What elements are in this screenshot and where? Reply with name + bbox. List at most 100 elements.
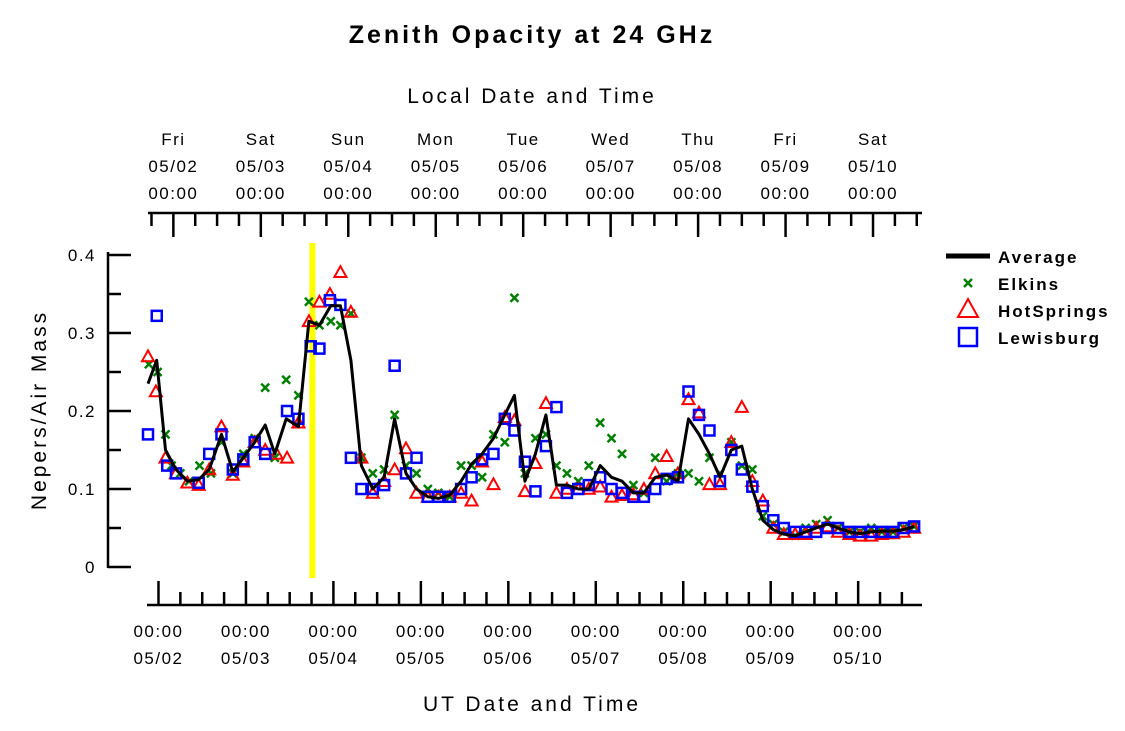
elkins-point	[595, 417, 606, 428]
hotsprings-point	[213, 418, 230, 433]
lewisburg-point	[258, 447, 272, 461]
bottom-tick-date: 05/09	[746, 649, 796, 668]
y-tick-label: 0.3	[68, 324, 96, 343]
top-tick-date: 05/09	[761, 157, 811, 176]
elkins-point	[583, 460, 594, 471]
hotsprings-point	[311, 293, 328, 308]
y-tick-label: 0.2	[68, 402, 96, 421]
bottom-tick-date: 05/07	[571, 649, 621, 668]
hotsprings-point	[680, 391, 697, 406]
hotsprings-point	[279, 449, 295, 464]
top-tick-time: 00:00	[236, 184, 286, 203]
lewisburg-point	[226, 463, 240, 476]
chart-title: Zenith Opacity at 24 GHz	[349, 21, 716, 49]
elkins-point	[628, 480, 639, 490]
lewisburg-point	[280, 404, 294, 418]
lewisburg-point	[344, 451, 358, 465]
hotsprings-point	[592, 478, 608, 493]
top-tick-time: 00:00	[673, 184, 723, 203]
y-tick-label: 0.4	[68, 246, 96, 265]
elkins-point	[367, 468, 378, 479]
lewisburg-point	[767, 513, 780, 527]
bottom-tick-date: 05/05	[396, 649, 446, 668]
hotsprings-point	[497, 409, 513, 424]
bottom-tick-time: 00:00	[483, 622, 533, 641]
top-tick-time: 00:00	[323, 184, 373, 203]
top-axis-title: Local Date and Time	[407, 85, 657, 108]
elkins-point	[456, 460, 466, 471]
elkins-point	[389, 410, 400, 420]
hotsprings-point	[691, 404, 707, 419]
top-tick-date: 05/06	[498, 157, 548, 176]
y-axis-title: Nepers/Air Mass	[28, 310, 51, 510]
top-tick-date: 05/02	[148, 157, 198, 176]
lewisburg-point	[150, 309, 163, 323]
elkins-point	[650, 452, 661, 463]
bottom-tick-time: 00:00	[658, 622, 708, 641]
lewisburg-point	[410, 451, 423, 465]
hotsprings-point	[723, 434, 740, 448]
lewisburg-point	[529, 485, 542, 498]
hotsprings-point	[386, 461, 403, 476]
average-line	[146, 304, 915, 538]
lewisburg-point	[377, 478, 391, 492]
top-tick-weekday: Fri	[161, 130, 185, 149]
bottom-tick-time: 00:00	[571, 622, 621, 641]
top-tick-time: 00:00	[498, 184, 548, 203]
elkins-point	[477, 472, 487, 483]
hotsprings-point	[548, 484, 565, 499]
lewisburg-point	[388, 359, 401, 373]
hotsprings-point	[474, 453, 490, 468]
elkins-point	[617, 449, 627, 459]
hotsprings-point	[734, 399, 750, 413]
lewisburg-point	[248, 435, 261, 449]
bottom-tick-time: 00:00	[133, 622, 183, 641]
legend-label: HotSprings	[998, 302, 1110, 321]
top-tick-weekday: Wed	[591, 130, 630, 149]
top-tick-weekday: Thu	[681, 130, 715, 149]
hotsprings-point	[332, 264, 349, 278]
elkins-point	[606, 433, 617, 444]
lewisburg-point	[615, 486, 629, 500]
legend-swatch-lewisburg	[957, 326, 979, 348]
lewisburg-point	[649, 482, 662, 496]
x-axis-title: UT Date and Time	[423, 693, 641, 716]
hotsprings-point	[343, 303, 359, 318]
lewisburg-point	[703, 424, 716, 437]
lewisburg-point	[313, 342, 326, 355]
lewisburg-point	[831, 521, 845, 535]
hotsprings-point	[614, 487, 630, 502]
bottom-tick-date: 05/03	[221, 649, 271, 668]
hotsprings-point	[852, 527, 868, 542]
bottom-tick-date: 05/04	[308, 649, 358, 668]
elkins-point	[411, 468, 422, 479]
top-tick-date: 05/08	[673, 157, 723, 176]
top-tick-weekday: Sun	[331, 130, 366, 149]
top-tick-time: 00:00	[411, 184, 461, 203]
top-tick-weekday: Tue	[507, 130, 540, 149]
top-tick-weekday: Sat	[858, 130, 888, 149]
lewisburg-point	[487, 447, 500, 461]
lewisburg-point	[366, 482, 380, 496]
lewisburg-point	[465, 471, 478, 484]
series-average	[146, 304, 915, 538]
elkins-point	[304, 296, 314, 307]
series-layer	[140, 264, 922, 542]
hotsprings-point	[830, 523, 846, 538]
lewisburg-point	[237, 453, 250, 466]
hotsprings-point	[658, 448, 675, 463]
legend-label: Elkins	[998, 275, 1060, 294]
legend-label: Lewisburg	[998, 329, 1101, 348]
elkins-point	[694, 476, 704, 487]
elkins-point	[683, 468, 694, 479]
top-tick-time: 00:00	[848, 184, 898, 203]
lewisburg-point	[518, 455, 532, 468]
hotsprings-point	[701, 476, 718, 491]
top-tick-date: 05/05	[411, 157, 461, 176]
axes: 0 0.1 0.2 0.3 0.4 00:00 05/02 00:00 05/03 00:00 05…	[68, 130, 922, 668]
lewisburg-point	[692, 408, 706, 422]
elkins-point	[509, 293, 520, 303]
elkins-point	[909, 521, 920, 532]
elkins-point	[281, 374, 292, 385]
